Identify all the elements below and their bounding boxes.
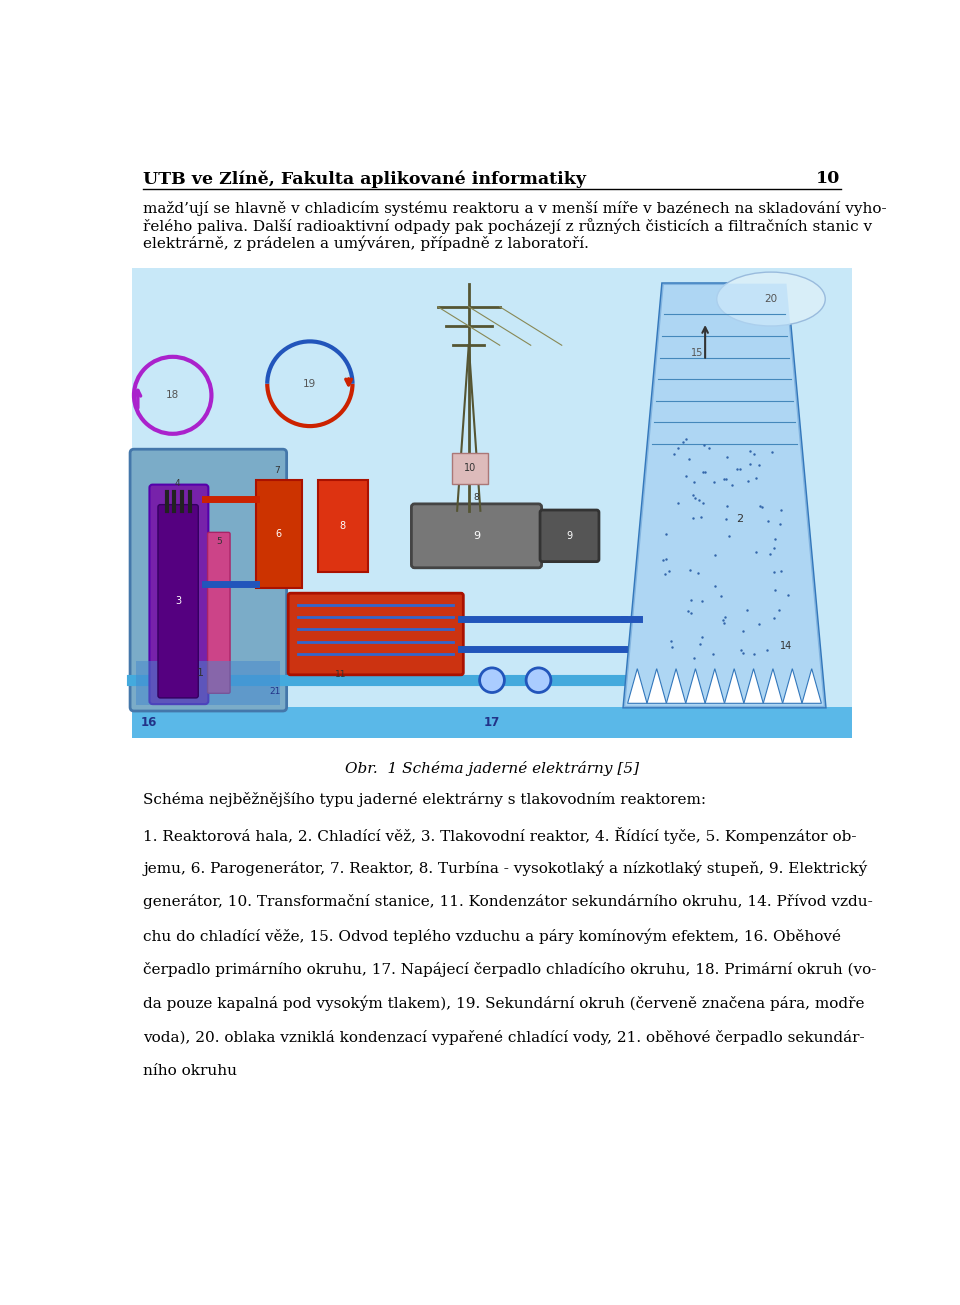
Text: 8: 8 [340, 521, 346, 531]
Text: 1. Reaktorová hala, 2. Chladící věž, 3. Tlakovodní reaktor, 4. Řídící tyče, 5. K: 1. Reaktorová hala, 2. Chladící věž, 3. … [143, 826, 856, 843]
FancyBboxPatch shape [318, 480, 368, 573]
Text: da pouze kapalná pod vysokým tlakem), 19. Sekundární okruh (červeně značena pára: da pouze kapalná pod vysokým tlakem), 19… [143, 996, 865, 1011]
Text: voda), 20. oblaka vzniklá kondenzací vypařené chladící vody, 21. oběhové čerpadl: voda), 20. oblaka vzniklá kondenzací vyp… [143, 1030, 865, 1045]
FancyBboxPatch shape [288, 594, 464, 675]
Polygon shape [725, 668, 744, 703]
FancyBboxPatch shape [130, 449, 287, 711]
FancyBboxPatch shape [540, 510, 599, 561]
Text: 2: 2 [736, 513, 744, 523]
Text: 1: 1 [197, 667, 204, 677]
Text: 5: 5 [216, 538, 222, 545]
Text: chu do chladící věže, 15. Odvod teplého vzduchu a páry komínovým efektem, 16. Ob: chu do chladící věže, 15. Odvod teplého … [143, 928, 841, 944]
Circle shape [480, 668, 504, 693]
Text: 10: 10 [464, 463, 476, 474]
Text: 4: 4 [175, 479, 180, 488]
Polygon shape [136, 660, 280, 705]
Text: čerpadlo primárního okruhu, 17. Napájecí čerpadlo chladícího okruhu, 18. Primárn: čerpadlo primárního okruhu, 17. Napájecí… [143, 962, 876, 977]
Text: 21: 21 [270, 688, 280, 697]
Polygon shape [782, 668, 802, 703]
Text: 7: 7 [275, 466, 280, 475]
Polygon shape [706, 668, 725, 703]
Ellipse shape [717, 273, 826, 326]
Text: 9: 9 [566, 531, 572, 540]
Text: 19: 19 [303, 378, 317, 389]
Circle shape [526, 668, 551, 693]
Polygon shape [802, 668, 822, 703]
Polygon shape [132, 707, 852, 737]
FancyBboxPatch shape [452, 453, 488, 484]
Text: 15: 15 [691, 348, 704, 358]
Text: 20: 20 [764, 294, 778, 304]
Text: mažd’ují se hlavně v chladicím systému reaktoru a v menší míře v bazénech na skl: mažd’ují se hlavně v chladicím systému r… [143, 201, 887, 217]
Text: Obr.  1 Schéma jaderné elektrárny [5]: Obr. 1 Schéma jaderné elektrárny [5] [345, 761, 639, 776]
Text: jemu, 6. Parogenerátor, 7. Reaktor, 8. Turbína - vysokotlaký a nízkotlaký stupeň: jemu, 6. Parogenerátor, 7. Reaktor, 8. T… [143, 860, 868, 876]
FancyBboxPatch shape [150, 484, 208, 705]
Polygon shape [666, 668, 685, 703]
Polygon shape [744, 668, 763, 703]
Text: 9: 9 [473, 531, 480, 540]
Polygon shape [647, 668, 666, 703]
Polygon shape [624, 283, 826, 707]
Text: 16: 16 [141, 716, 157, 729]
Text: elektrárně, z prádelen a umýváren, případně z laboratoří.: elektrárně, z prádelen a umýváren, přípa… [143, 235, 589, 251]
FancyBboxPatch shape [158, 505, 199, 698]
FancyBboxPatch shape [255, 480, 302, 587]
Text: Schéma nejběžnějšího typu jaderné elektrárny s tlakovodním reaktorem:: Schéma nejběžnějšího typu jaderné elektr… [143, 792, 707, 806]
Text: ního okruhu: ního okruhu [143, 1064, 237, 1078]
Text: 11: 11 [335, 669, 347, 679]
Text: 6: 6 [276, 529, 282, 539]
Text: řelého paliva. Další radioaktivní odpady pak pocházejí z různých čisticích a fil: řelého paliva. Další radioaktivní odpady… [143, 218, 873, 234]
Polygon shape [132, 269, 852, 737]
Text: generátor, 10. Transformační stanice, 11. Kondenzátor sekundárního okruhu, 14. P: generátor, 10. Transformační stanice, 11… [143, 894, 873, 910]
Text: 8: 8 [473, 493, 479, 502]
Text: 10: 10 [816, 171, 841, 188]
Text: 14: 14 [780, 641, 793, 651]
Polygon shape [628, 668, 647, 703]
Text: 3: 3 [175, 596, 181, 607]
FancyBboxPatch shape [412, 504, 541, 568]
Polygon shape [685, 668, 706, 703]
Text: UTB ve Zlíně, Fakulta aplikované informatiky: UTB ve Zlíně, Fakulta aplikované informa… [143, 171, 587, 188]
Text: 17: 17 [484, 716, 500, 729]
Text: 18: 18 [166, 390, 180, 401]
FancyBboxPatch shape [207, 532, 230, 693]
Polygon shape [624, 283, 826, 707]
Polygon shape [763, 668, 782, 703]
